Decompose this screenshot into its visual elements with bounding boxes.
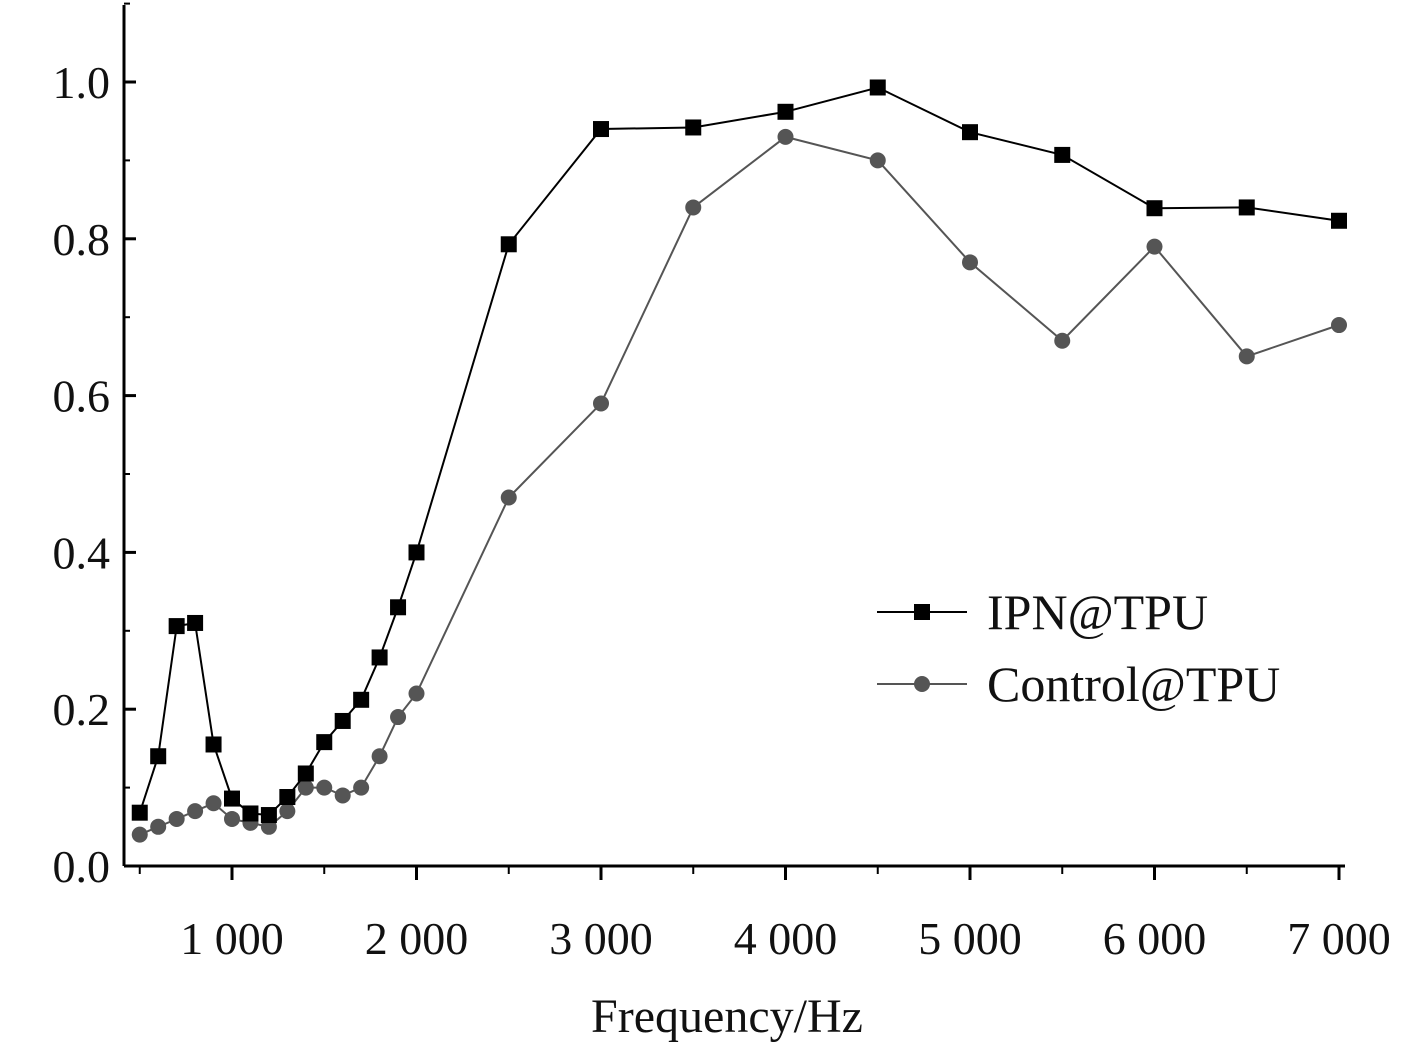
y-tick-label: 1.0: [53, 57, 111, 108]
y-tick-label: 0.8: [53, 214, 111, 265]
data-point: [316, 734, 333, 751]
data-point: [168, 810, 185, 827]
legend-marker: [914, 676, 930, 692]
data-point: [205, 736, 222, 753]
data-point: [1238, 199, 1255, 216]
data-point: [168, 618, 185, 635]
data-point: [1054, 146, 1071, 163]
legend-label: IPN@TPU: [987, 584, 1208, 640]
data-point: [1331, 317, 1347, 334]
data-point: [962, 124, 978, 141]
data-point: [869, 79, 886, 96]
data-point: [260, 807, 277, 824]
x-tick-label: 4 000: [734, 913, 838, 964]
legend-entry: IPN@TPU: [877, 584, 1208, 640]
legend: IPN@TPU Control@TPU: [877, 584, 1280, 712]
data-point: [390, 599, 407, 616]
data-point: [500, 489, 517, 506]
x-tick-label: 5 000: [918, 913, 1022, 964]
legend-marker: [914, 604, 930, 620]
axes: [122, 5, 1345, 868]
data-point: [1238, 348, 1255, 365]
data-point: [224, 810, 240, 827]
legend-entry: Control@TPU: [877, 656, 1280, 712]
y-tick-label: 0.6: [53, 371, 111, 422]
data-point: [1331, 212, 1347, 229]
data-point: [353, 779, 370, 796]
data-point: [500, 236, 517, 253]
y-tick-label: 0.2: [53, 684, 111, 735]
data-point: [334, 787, 351, 804]
y-tick-label: 0.4: [53, 527, 111, 578]
data-point: [353, 691, 370, 708]
x-tick-label: 2 000: [365, 913, 469, 964]
series-line: [138, 86, 1340, 817]
data-point: [187, 614, 204, 631]
data-point: [150, 818, 167, 835]
data-point: [962, 254, 978, 271]
data-point: [371, 649, 388, 666]
data-point: [593, 121, 609, 138]
data-point: [777, 103, 794, 120]
data-point: [279, 803, 296, 820]
data-point: [685, 119, 702, 136]
data-point: [869, 152, 886, 169]
data-point: [371, 748, 388, 765]
data-point: [131, 826, 148, 843]
x-tick-label: 6 000: [1103, 913, 1207, 964]
data-point: [205, 795, 222, 812]
data-point: [408, 544, 425, 561]
data-point: [297, 779, 314, 796]
data-point: [187, 803, 204, 820]
series-layer: [131, 79, 1347, 843]
data-point: [390, 709, 407, 726]
data-point: [279, 789, 296, 806]
data-point: [1146, 200, 1163, 217]
data-point: [777, 128, 794, 145]
data-point: [131, 804, 148, 821]
data-point: [242, 805, 259, 822]
x-tick-label: 7 000: [1287, 913, 1391, 964]
data-point: [1146, 238, 1163, 255]
data-point: [334, 712, 351, 729]
x-axis-title: Frequency/Hz: [591, 990, 863, 1043]
data-point: [1054, 332, 1071, 349]
data-point: [316, 779, 333, 796]
x-tick-label: 1 000: [180, 913, 284, 964]
y-tick-label: 0.0: [53, 841, 111, 892]
data-point: [224, 790, 240, 807]
data-point: [297, 765, 314, 782]
data-point: [593, 395, 609, 412]
ticks: 0.0 0.2 0.4 0.6 0.8 1.0 1 000 2 000 3 000 4 000 5 …: [53, 2, 1391, 964]
series-ipn-tpu: [131, 79, 1347, 824]
data-point: [150, 748, 167, 765]
data-point: [408, 685, 425, 702]
legend-label: Control@TPU: [987, 656, 1280, 712]
series-control-tpu: [131, 128, 1347, 843]
data-point: [685, 199, 702, 216]
x-tick-label: 3 000: [549, 913, 653, 964]
